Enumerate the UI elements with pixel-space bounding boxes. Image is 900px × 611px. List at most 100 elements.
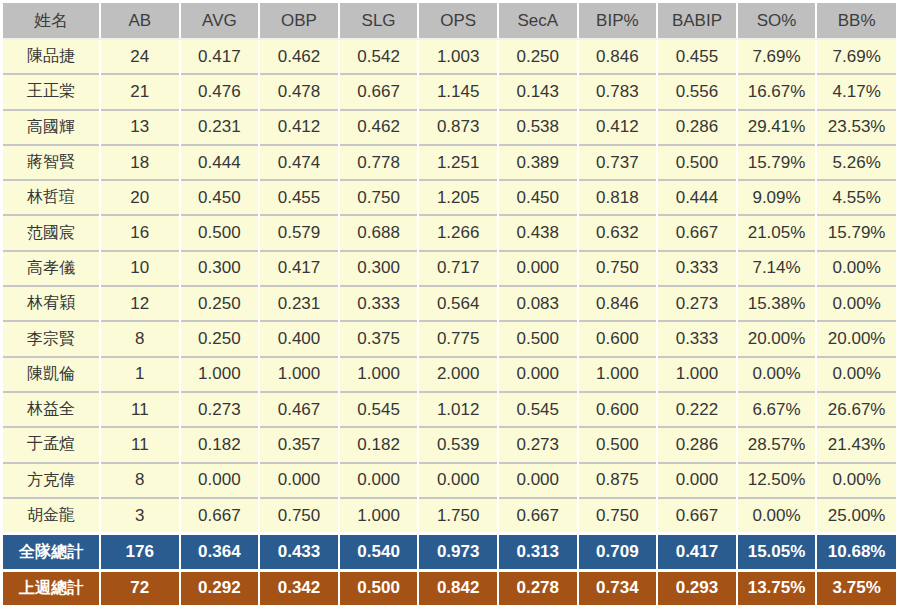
stat-cell: 8 [100,321,180,356]
stat-cell: 13 [100,110,180,145]
stat-cell: 0.450 [498,180,578,215]
total-stat-cell: 0.293 [657,570,737,605]
stat-cell: 9.09% [737,180,817,215]
stat-cell: 0.375 [339,321,419,356]
stat-cell: 0.250 [498,39,578,74]
player-name-cell: 高國輝 [3,110,100,145]
stat-cell: 0.300 [180,251,260,286]
stat-cell: 0.286 [657,427,737,462]
player-name-cell: 林宥穎 [3,286,100,321]
column-header-name: 姓名 [3,3,100,39]
stat-cell: 0.875 [578,463,658,498]
stat-cell: 0.600 [578,321,658,356]
total-stat-cell: 13.75% [737,570,817,605]
stat-cell: 5.26% [816,145,896,180]
total-stat-cell: 0.540 [339,534,419,570]
stat-cell: 0.667 [180,498,260,534]
stat-cell: 0.667 [498,498,578,534]
stat-cell: 0.775 [418,321,498,356]
stat-cell: 0.737 [578,145,658,180]
table-row: 胡金龍30.6670.7501.0001.7500.6670.7500.6670… [3,498,896,534]
stat-cell: 21.43% [816,427,896,462]
stat-cell: 7.14% [737,251,817,286]
stat-cell: 0.688 [339,215,419,250]
stat-cell: 0.231 [259,286,339,321]
stat-cell: 0.273 [180,392,260,427]
stat-cell: 0.542 [339,39,419,74]
stat-cell: 0.478 [259,74,339,109]
stat-cell: 0.333 [339,286,419,321]
stat-cell: 10 [100,251,180,286]
stat-cell: 0.000 [657,463,737,498]
table-row: 蔣智賢180.4440.4740.7781.2510.3890.7370.500… [3,145,896,180]
header-row: 姓名ABAVGOBPSLGOPSSecABIP%BABIPSO%BB% [3,3,896,39]
column-header: BB% [816,3,896,39]
stat-cell: 0.846 [578,286,658,321]
stat-cell: 25.00% [816,498,896,534]
column-header: BABIP [657,3,737,39]
stat-cell: 16 [100,215,180,250]
stat-cell: 0.00% [816,286,896,321]
total-stat-cell: 72 [100,570,180,605]
stat-cell: 21.05% [737,215,817,250]
stat-cell: 0.778 [339,145,419,180]
player-name-cell: 陳凱倫 [3,357,100,392]
stat-cell: 0.000 [498,251,578,286]
column-header: SLG [339,3,419,39]
total-stat-cell: 10.68% [816,534,896,570]
stat-cell: 0.873 [418,110,498,145]
stat-cell: 23.53% [816,110,896,145]
total-stat-cell: 15.05% [737,534,817,570]
column-header: SecA [498,3,578,39]
stat-cell: 0.444 [657,180,737,215]
column-header: AVG [180,3,260,39]
table-row: 陳凱倫11.0001.0001.0002.0000.0001.0001.0000… [3,357,896,392]
stat-cell: 0.667 [657,215,737,250]
stat-cell: 11 [100,427,180,462]
stat-cell: 15.38% [737,286,817,321]
table-row: 方克偉80.0000.0000.0000.0000.0000.8750.0001… [3,463,896,498]
team-total-row: 全隊總計1760.3640.4330.5400.9730.3130.7090.4… [3,534,896,570]
stat-cell: 0.500 [498,321,578,356]
stat-cell: 1.251 [418,145,498,180]
table-row: 王正棠210.4760.4780.6671.1450.1430.7830.556… [3,74,896,109]
stat-cell: 0.250 [180,286,260,321]
stat-cell: 0.286 [657,110,737,145]
stat-cell: 0.000 [418,463,498,498]
player-name-cell: 于孟煊 [3,427,100,462]
stat-cell: 0.250 [180,321,260,356]
player-name-cell: 王正棠 [3,74,100,109]
stat-cell: 1.145 [418,74,498,109]
stat-cell: 0.182 [180,427,260,462]
total-stat-cell: 0.433 [259,534,339,570]
stat-cell: 1.000 [578,357,658,392]
table-row: 陳品捷240.4170.4620.5421.0030.2500.8460.455… [3,39,896,74]
total-stat-cell: 0.734 [578,570,658,605]
stat-cell: 1.205 [418,180,498,215]
player-name-cell: 蔣智賢 [3,145,100,180]
stat-cell: 0.750 [578,251,658,286]
total-label-cell: 全隊總計 [3,534,100,570]
stat-cell: 0.412 [578,110,658,145]
stat-cell: 0.357 [259,427,339,462]
stat-cell: 0.750 [259,498,339,534]
total-stat-cell: 0.417 [657,534,737,570]
stat-cell: 24 [100,39,180,74]
stat-cell: 8 [100,463,180,498]
stat-cell: 0.579 [259,215,339,250]
total-stat-cell: 0.500 [339,570,419,605]
column-header: SO% [737,3,817,39]
stat-cell: 1.012 [418,392,498,427]
total-stat-cell: 0.342 [259,570,339,605]
stat-cell: 0.455 [259,180,339,215]
stat-cell: 0.083 [498,286,578,321]
stat-cell: 6.67% [737,392,817,427]
stat-cell: 0.143 [498,74,578,109]
stat-cell: 12.50% [737,463,817,498]
total-stat-cell: 0.364 [180,534,260,570]
stat-cell: 15.79% [737,145,817,180]
stat-cell: 0.417 [180,39,260,74]
column-header: OPS [418,3,498,39]
stats-table: 姓名ABAVGOBPSLGOPSSecABIP%BABIPSO%BB% 陳品捷2… [3,3,896,605]
stat-cell: 0.444 [180,145,260,180]
